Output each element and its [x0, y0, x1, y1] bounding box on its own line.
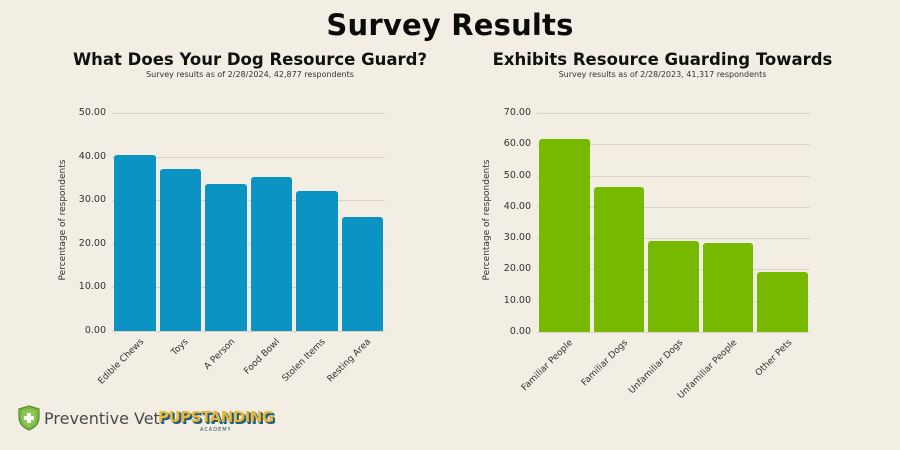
y-tick-label: 20.00 — [78, 237, 106, 249]
gridline — [112, 243, 385, 245]
x-tick-label: A Person — [202, 337, 238, 372]
bar-food-bowl — [250, 177, 292, 331]
y-tick-label: 0.00 — [509, 326, 531, 337]
y-axis-label: Percentage of respondents — [58, 159, 68, 281]
y-tick-label: 10.00 — [503, 294, 531, 306]
x-tick-label: Toys — [169, 337, 191, 358]
chart-resource-guard-items: What Does Your Dog Resource Guard? Surve… — [58, 50, 440, 387]
bar-familiar-people — [539, 138, 590, 332]
chart-subtitle: Survey results as of 2/28/2023, 41,317 r… — [558, 70, 767, 79]
y-tick-label: 0.00 — [84, 325, 106, 336]
chart-title: What Does Your Dog Resource Guard? — [72, 50, 428, 69]
x-tick-label: Familiar People — [520, 338, 576, 394]
shield-cross-icon — [18, 405, 40, 431]
y-tick-label: 50.00 — [503, 169, 531, 181]
gridline — [537, 206, 810, 208]
y-tick-label: 30.00 — [503, 232, 531, 244]
pupstanding-text: PUPSTANDING — [158, 408, 274, 426]
y-tick-label: 30.00 — [78, 194, 106, 206]
y-tick-label: 50.00 — [78, 107, 106, 118]
plot-area — [537, 113, 810, 333]
bar-toys — [159, 168, 201, 331]
gridline — [537, 175, 810, 177]
bar-unfamiliar-dogs — [648, 240, 699, 332]
gridline — [112, 287, 385, 289]
x-tick-label: Food Bowl — [242, 337, 283, 377]
bar-unfamiliar-people — [702, 243, 754, 332]
page-title: Survey Results — [326, 8, 574, 42]
x-tick-label: Unfamiliar People — [676, 338, 740, 402]
chart-guarding-towards: Exhibits Resource Guarding Towards Surve… — [470, 50, 855, 401]
gridline — [112, 113, 385, 114]
y-tick-label: 20.00 — [503, 263, 531, 275]
chart-title: Exhibits Resource Guarding Towards — [492, 50, 833, 69]
gridline — [112, 331, 385, 332]
y-tick-label: 10.00 — [78, 281, 106, 293]
plot-area — [112, 113, 385, 332]
y-tick-label: 40.00 — [78, 150, 106, 162]
gridline — [112, 156, 385, 158]
pupstanding-academy-logo: PUPSTANDING ACADEMY — [158, 408, 274, 433]
preventive-vet-text: Preventive Vet — [44, 408, 160, 428]
x-tick-label: Other Pets — [753, 338, 795, 379]
gridline — [537, 144, 810, 146]
x-tick-label: Resting Area — [325, 337, 374, 385]
preventive-vet-logo: Preventive Vet — [18, 405, 160, 431]
gridline — [537, 238, 810, 240]
gridline — [537, 113, 810, 114]
x-tick-label: Unfamiliar Dogs — [626, 338, 685, 397]
gridline — [537, 332, 810, 333]
bar-other-pets — [757, 271, 808, 332]
x-tick-label: Edible Chews — [96, 337, 146, 387]
x-tick-label: Familiar Dogs — [579, 338, 631, 389]
gridline — [112, 200, 385, 202]
academy-text: ACADEMY — [199, 427, 232, 433]
bar-stolen-items — [296, 191, 338, 331]
chart-subtitle: Survey results as of 2/28/2024, 42,877 r… — [146, 70, 354, 79]
bar-resting-area — [341, 217, 383, 331]
bar-a-person — [205, 184, 247, 331]
y-tick-label: 70.00 — [503, 107, 531, 118]
y-tick-label: 40.00 — [503, 200, 531, 212]
bar-edible-chews — [114, 154, 156, 331]
x-tick-label: Stolen Items — [280, 337, 328, 385]
y-axis-label: Percentage of respondents — [482, 159, 492, 281]
bar-familiar-dogs — [593, 187, 645, 332]
y-tick-label: 60.00 — [503, 138, 531, 150]
